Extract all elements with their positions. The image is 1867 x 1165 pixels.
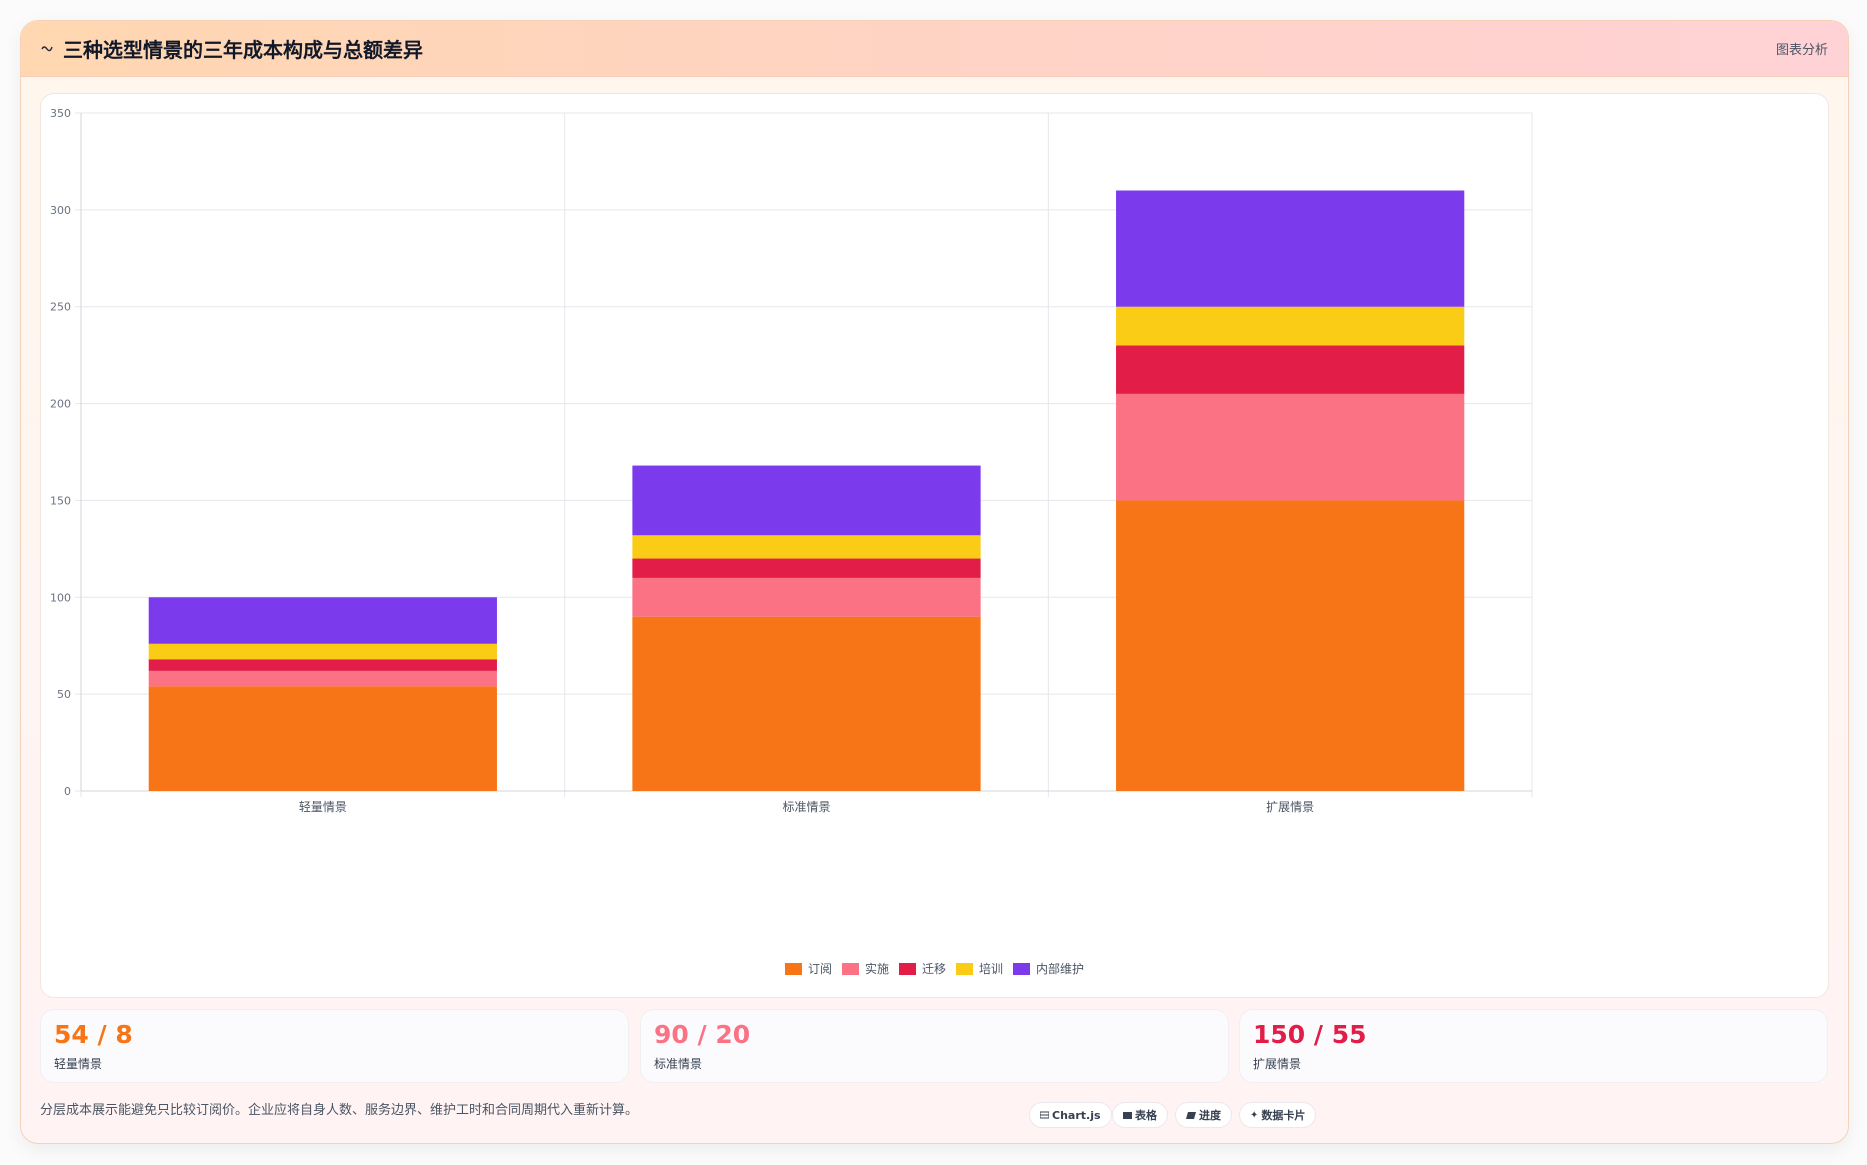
x-tick-label: 标准情景 [782,800,830,814]
x-tick-label: 轻量情景 [299,800,347,814]
stat-value: 90 / 20 [654,1020,751,1049]
legend-label: 订阅 [807,962,832,976]
y-tick-label: 0 [64,785,71,798]
stat-cards: 54 / 8 轻量情景 90 / 20 标准情景 150 / 55 扩展情景 [40,1009,1829,1083]
legend-swatch [1013,962,1031,975]
progress-icon [1186,1109,1196,1122]
chip-table[interactable]: 表格 [1112,1102,1168,1128]
footer-note: 分层成本展示能避免只比较订阅价。企业应将自身人数、服务边界、维护工时和合同周期代… [40,1103,639,1118]
legend-label: 实施 [864,962,889,976]
stat-label: 标准情景 [654,1057,703,1071]
y-tick-label: 350 [50,107,71,120]
x-tick-label: 扩展情景 [1266,800,1314,814]
table-icon [1123,1109,1132,1122]
bar-segment[interactable] [632,535,981,559]
stat-label: 轻量情景 [54,1057,103,1071]
feature-chips: Chart.js 表格 进度 ✦ 数据卡片 [21,1099,1848,1129]
chart-analysis-tag: 图表分析 [1775,43,1828,58]
legend-item[interactable]: 实施 [841,960,889,977]
y-tick-label: 100 [50,591,71,604]
y-tick-label: 200 [50,398,71,411]
chip-progress[interactable]: 进度 [1175,1102,1232,1128]
legend-item[interactable]: 迁移 [898,960,946,977]
chip-label: Chart.js [1052,1108,1101,1122]
stat-value: 150 / 55 [1253,1020,1367,1049]
stat-card-light: 54 / 8 轻量情景 [40,1009,629,1083]
legend-item[interactable]: 订阅 [784,960,832,977]
chip-chartjs[interactable]: Chart.js [1029,1102,1112,1128]
chart-container: 0 50 100 150 200 250 300 350 轻量情景 标准情景 扩展情景 订阅 实施 迁移… [40,93,1829,998]
wave-icon [41,42,53,56]
stat-card-standard: 90 / 20 标准情景 [640,1009,1229,1083]
bar-segment[interactable] [1116,500,1465,791]
bar-segment[interactable] [1116,190,1465,307]
chart-legend: 订阅 实施 迁移 培训 内部维护 [41,960,1828,977]
bar-segment[interactable] [148,686,497,791]
bar-segment[interactable] [148,670,497,687]
chip-label: 数据卡片 [1261,1109,1306,1122]
stat-value: 54 / 8 [54,1020,133,1049]
bar-segment[interactable] [1116,393,1465,501]
chart-title: 三种选型情景的三年成本构成与总额差异 [63,38,423,62]
stat-label: 扩展情景 [1253,1057,1302,1071]
bar-segment[interactable] [148,643,497,660]
bar-segment[interactable] [148,659,497,671]
legend-swatch [898,962,916,975]
card-header: 三种选型情景的三年成本构成与总额差异 图表分析 [21,21,1848,77]
legend-item[interactable]: 内部维护 [1013,960,1084,977]
legend-swatch [784,962,802,975]
stacked-bar-chart: 0 50 100 150 200 250 300 350 轻量情景 标准情景 扩展情景 [50,107,1533,814]
legend-label: 培训 [979,962,1004,976]
y-tick-label: 150 [50,494,71,507]
legend-label: 内部维护 [1036,962,1085,976]
stat-card-extended: 150 / 55 扩展情景 [1239,1009,1828,1083]
chip-data-cards[interactable]: ✦ 数据卡片 [1239,1102,1317,1128]
y-tick-label: 250 [50,301,71,314]
chip-label: 表格 [1135,1109,1157,1122]
sparkle-icon: ✦ [1250,1109,1259,1121]
bar-segment[interactable] [1116,306,1465,346]
y-tick-label: 50 [57,688,71,701]
chip-label: 进度 [1199,1109,1221,1122]
legend-item[interactable]: 培训 [956,960,1003,977]
bar-segment[interactable] [632,558,981,578]
legend-swatch [956,962,973,975]
chart-card: 三种选型情景的三年成本构成与总额差异 图表分析 0 50 100 150 200 250 3… [20,20,1849,1144]
bar-segment[interactable] [632,616,981,791]
legend-label: 迁移 [921,962,946,976]
bar-segment[interactable] [148,597,497,644]
chart-icon [1039,1109,1050,1122]
bar-segment[interactable] [632,465,981,536]
bar-segment[interactable] [1116,345,1465,394]
y-tick-label: 300 [50,204,71,217]
legend-swatch [841,962,859,975]
bar-segment[interactable] [632,577,981,617]
